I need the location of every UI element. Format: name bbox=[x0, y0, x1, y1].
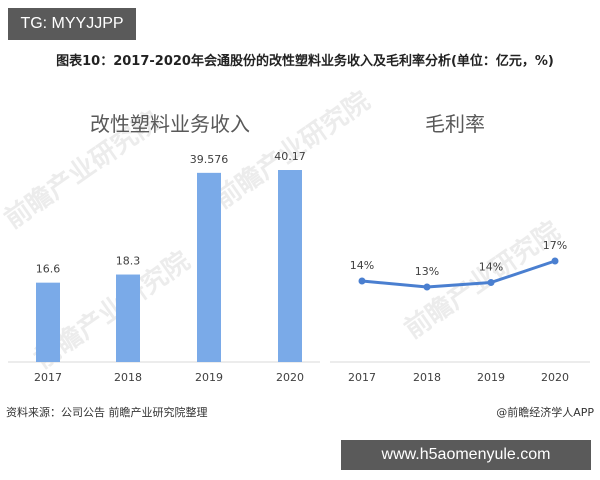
bar-value-label: 16.6 bbox=[36, 263, 61, 276]
bar bbox=[278, 170, 302, 362]
x-tick-label: 2019 bbox=[195, 371, 223, 384]
data-point-marker bbox=[487, 279, 495, 286]
line-series bbox=[361, 259, 556, 289]
data-point-marker bbox=[423, 283, 431, 291]
tg-badge: TG: MYYJJPP bbox=[8, 8, 136, 40]
point-value-label: 17% bbox=[543, 239, 567, 252]
bar-value-label: 40.17 bbox=[274, 150, 306, 163]
x-tick-label: 2017 bbox=[34, 371, 62, 384]
x-tick-label: 2018 bbox=[114, 371, 142, 384]
chart-main-title: 图表10：2017-2020年会通股份的改性塑料业务收入及毛利率分析(单位：亿元… bbox=[56, 54, 554, 69]
bar-chart: 16.6 2017 18.3 2018 39.576 2019 40.17 2020 bbox=[8, 150, 320, 384]
x-tick-label: 2017 bbox=[348, 371, 376, 384]
line-chart: 14% 2017 13% 2018 14% 2019 17% 2020 bbox=[330, 239, 590, 384]
point-value-label: 14% bbox=[479, 261, 503, 274]
url-badge: www.h5aomenyule.com bbox=[341, 440, 591, 470]
x-tick-label: 2019 bbox=[477, 371, 505, 384]
point-value-label: 13% bbox=[415, 265, 439, 278]
bar bbox=[36, 282, 60, 362]
bar-value-label: 18.3 bbox=[116, 255, 141, 268]
x-tick-label: 2020 bbox=[276, 371, 304, 384]
data-point-marker bbox=[551, 257, 559, 265]
bar-chart-title: 改性塑料业务收入 bbox=[90, 112, 250, 136]
bar bbox=[197, 172, 221, 362]
x-tick-label: 2018 bbox=[413, 371, 441, 384]
x-tick-label: 2020 bbox=[541, 371, 569, 384]
bar-value-label: 39.576 bbox=[190, 153, 229, 166]
source-note: 资料来源：公司公告 前瞻产业研究院整理 bbox=[6, 406, 208, 419]
data-point-marker bbox=[358, 277, 366, 285]
point-value-label: 14% bbox=[350, 259, 374, 272]
bar bbox=[116, 274, 140, 362]
line-chart-title: 毛利率 bbox=[425, 112, 485, 136]
credit-note: @前瞻经济学人APP bbox=[496, 406, 594, 419]
